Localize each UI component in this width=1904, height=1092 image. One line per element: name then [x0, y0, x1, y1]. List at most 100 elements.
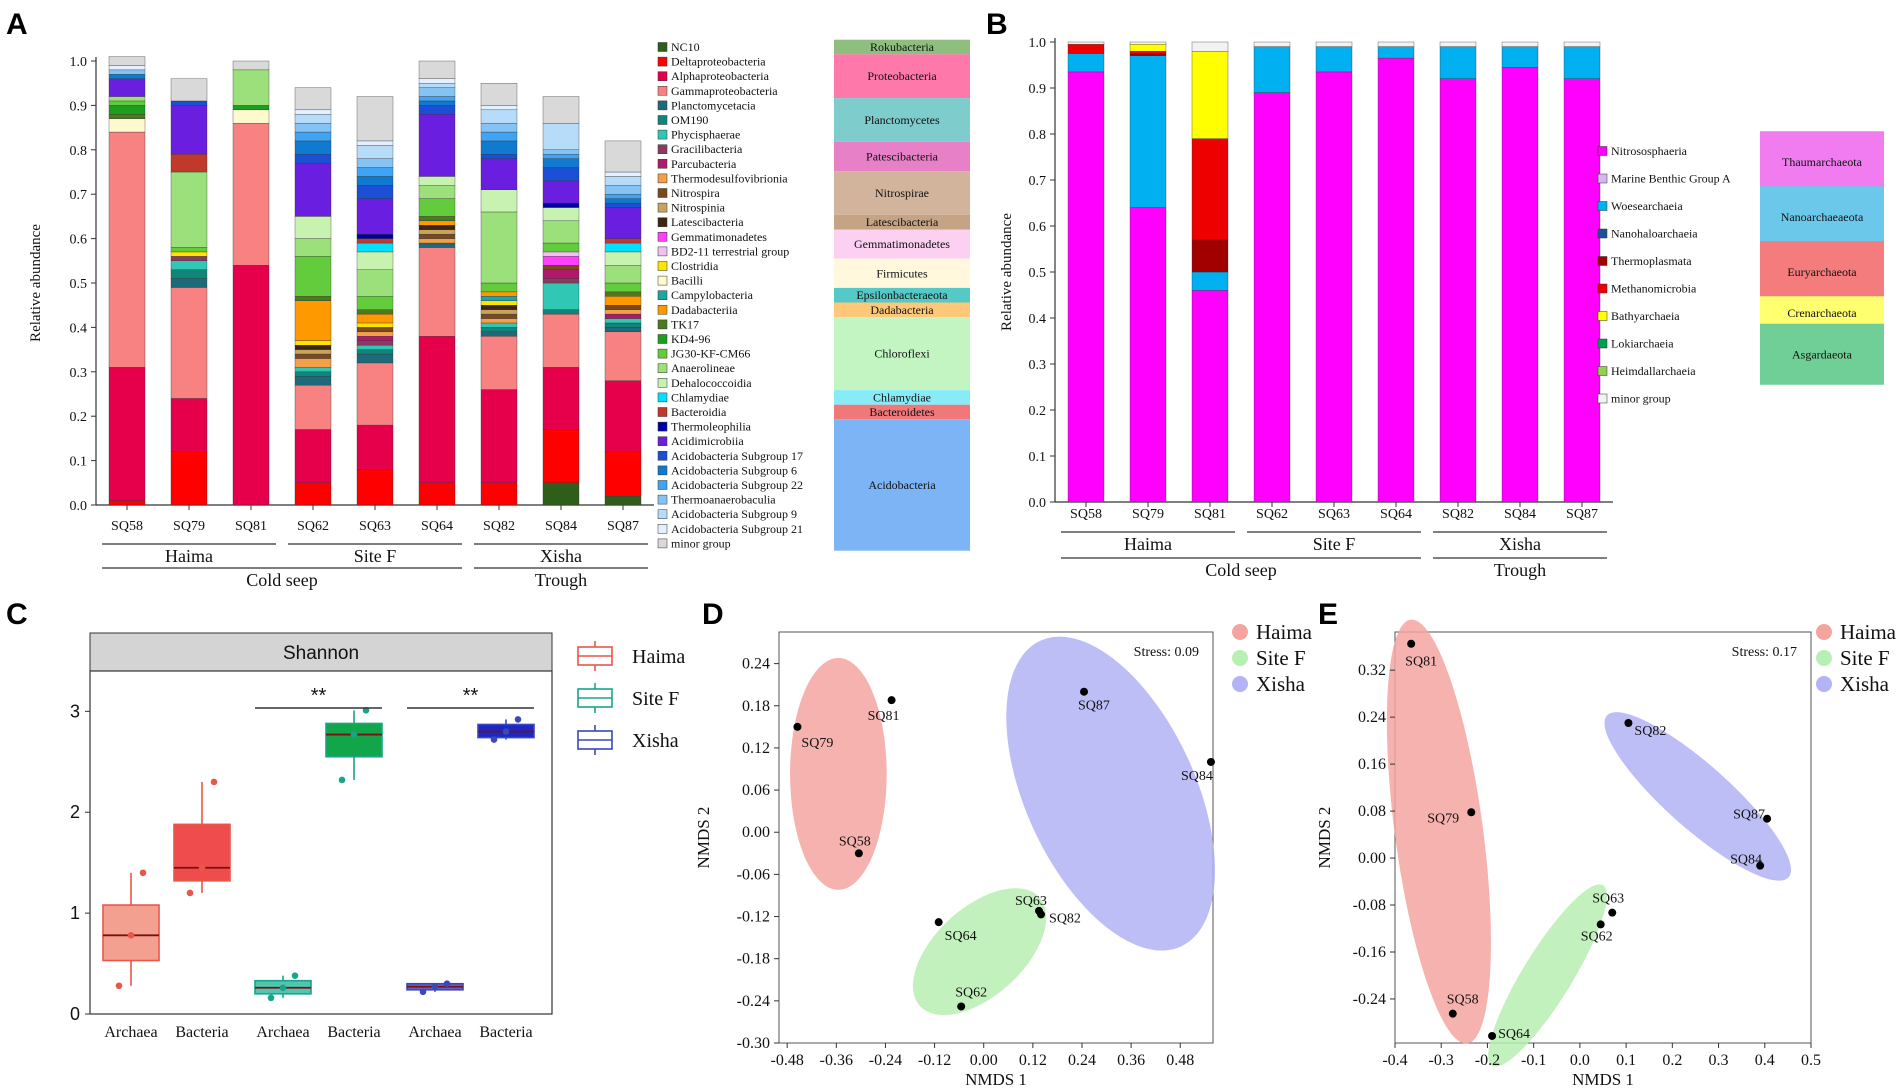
x-tick-label: 0.0: [1570, 1052, 1590, 1069]
bar-segment: [1563, 78, 1601, 503]
phylum-label: Chlamydiae: [873, 390, 931, 404]
sample-point: [1448, 1009, 1457, 1018]
bar-segment: [480, 296, 518, 301]
bar-segment: [356, 331, 394, 337]
phylum-label: Bacteroidetes: [869, 405, 935, 419]
legend-swatch: [657, 144, 668, 154]
y-tick-label: 0.0: [1029, 496, 1047, 511]
bar-segment: [604, 185, 642, 195]
y-axis-label: Relative abundance: [28, 224, 44, 342]
y-tick-label: 0.18: [742, 698, 770, 715]
sample-point: [1756, 861, 1765, 870]
x-tick-label: SQ81: [1194, 507, 1226, 522]
bar-segment: [480, 189, 518, 213]
bar-segment: [232, 122, 270, 266]
y-axis-label: NMDS 2: [694, 807, 713, 869]
sample-point: [1763, 814, 1772, 823]
sample-label: SQ82: [1049, 911, 1081, 926]
sample-label: SQ58: [1447, 993, 1479, 1008]
bar-segment: [604, 207, 642, 239]
legend-dot: [1232, 676, 1248, 692]
x-tick-label: SQ82: [1442, 507, 1474, 522]
bar-segment: [108, 105, 146, 115]
phylum-label: Latescibacteria: [866, 215, 939, 229]
phylum-block: [834, 419, 970, 551]
sample-point: [1624, 719, 1633, 728]
legend-swatch: [657, 56, 668, 67]
y-tick-label: 0.12: [742, 740, 770, 757]
legend-dot: [1232, 650, 1248, 666]
legend-swatch: [657, 100, 668, 111]
legend-label: Gammaproteobacteria: [671, 84, 778, 98]
bar-segment: [1129, 44, 1167, 52]
bar-segment: [418, 185, 456, 199]
phylum-block: [834, 390, 970, 405]
phylum-label: Nitrospirae: [875, 186, 929, 200]
y-tick-label: -0.12: [737, 909, 770, 926]
y-tick-label: 0.1: [70, 455, 88, 470]
bar-segment: [1067, 41, 1105, 45]
bar-segment: [294, 371, 332, 377]
bar-segment: [604, 327, 642, 333]
bar-segment: [542, 158, 580, 168]
y-tick-label: 0.6: [1029, 220, 1047, 235]
x-axis-label: NMDS 1: [965, 1070, 1027, 1089]
panel-c: Shannon 0 1 2 3 Archaea Bacteria Archaea Bacteri…: [70, 632, 685, 1041]
y-tick-label: 0.16: [1358, 756, 1386, 773]
phylum-block: [1760, 131, 1884, 193]
bar-segment: [418, 336, 456, 483]
legend-label: BD2-11 terrestrial group: [671, 244, 789, 258]
legend-swatch: [657, 378, 668, 388]
bar-segment: [1501, 67, 1539, 503]
bar-segment: [480, 331, 518, 337]
bar-segment: [232, 60, 270, 71]
bar-segment: [542, 180, 580, 204]
bar-segment: [480, 322, 518, 328]
sample-label: SQ84: [1181, 769, 1213, 784]
data-point: [291, 972, 299, 979]
bar-segment: [294, 154, 332, 164]
bar-segment: [294, 376, 332, 386]
x-tick-label: 0.4: [1755, 1052, 1775, 1069]
bar-segment: [294, 109, 332, 115]
bar-segment: [604, 242, 642, 253]
bar-segment: [356, 340, 394, 346]
legend-label: Haima: [1840, 620, 1897, 644]
y-tick-label: -0.16: [1353, 944, 1386, 961]
legend-label: Marine Benthic Group A: [1611, 172, 1731, 186]
legend-swatch: [657, 494, 668, 505]
bar-segment: [604, 251, 642, 266]
legend-label: Nitrospinia: [671, 201, 726, 215]
bar-segment: [1377, 57, 1415, 503]
y-tick-label: -0.24: [737, 993, 770, 1010]
y-tick-label: 0.24: [742, 656, 770, 673]
y-tick-label: 0.00: [742, 824, 770, 841]
legend-swatch: [657, 348, 668, 359]
bar-segment: [356, 349, 394, 355]
group-ellipse: [1386, 619, 1491, 1044]
sample-label: SQ81: [1405, 655, 1437, 670]
bar-segment: [604, 140, 642, 173]
bar-segment: [418, 238, 456, 244]
legend-label: Bacteroidia: [671, 405, 727, 419]
bar-segment: [1439, 78, 1477, 503]
legend-label: Xisha: [632, 730, 679, 752]
legend-swatch: [657, 42, 668, 52]
y-axis-label: NMDS 2: [1315, 807, 1334, 869]
phylum-block: [834, 404, 970, 420]
phylum-block: [834, 39, 970, 55]
bar-segment: [542, 482, 580, 506]
bar-segment: [1501, 46, 1539, 68]
phylum-block: [834, 317, 970, 391]
legend-label: Thermoanaerobaculia: [671, 493, 776, 507]
bar-segment: [294, 353, 332, 359]
sample-point: [957, 1002, 966, 1011]
bar-segment: [356, 309, 394, 315]
group-ellipse: [1006, 636, 1215, 951]
bar-segment: [356, 424, 394, 470]
y-tick-label: 0.8: [70, 144, 88, 159]
bar-segment: [170, 398, 208, 452]
bar-segment: [356, 238, 394, 244]
phylum-label: Asgardaeota: [1792, 347, 1853, 361]
bar-segment: [108, 131, 146, 368]
